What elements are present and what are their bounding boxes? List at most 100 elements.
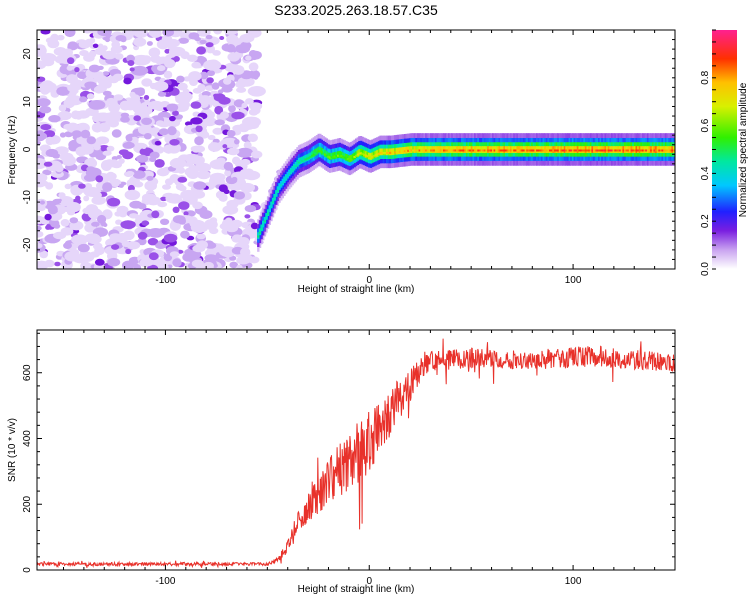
noise-blob [133, 45, 140, 51]
track-cell-4 [531, 149, 534, 152]
track-cell-3 [386, 148, 389, 156]
track-cell-4 [345, 157, 348, 160]
track-cell-4 [353, 155, 356, 158]
track-cell-4 [511, 149, 514, 152]
track-cell-3 [355, 151, 358, 159]
noise-blob [67, 209, 75, 216]
snr-x-ticks: -100 0 100 [62, 330, 676, 587]
track-cell-4 [312, 153, 315, 156]
noise-blob [164, 58, 176, 69]
noise-blob [83, 195, 90, 202]
colorbar-tick-label: 0.8 [700, 70, 711, 84]
noise-blob [108, 102, 120, 113]
track-cell-4 [591, 149, 594, 152]
track-cell-4 [496, 149, 500, 152]
y-tick-label: 0 [22, 146, 33, 152]
noise-blob [212, 127, 223, 135]
noise-blob [175, 183, 185, 191]
noise-blob [147, 100, 164, 110]
noise-blob [40, 219, 50, 225]
track-cell-4 [441, 149, 444, 152]
snr-frame [36, 329, 676, 571]
track-cell-3 [262, 220, 265, 228]
noise-blob [67, 57, 75, 65]
track-cell-3 [302, 155, 306, 163]
noise-blob [63, 98, 75, 109]
track-cell-3 [268, 205, 271, 213]
noise-blob [214, 105, 224, 115]
noise-blob [192, 155, 205, 166]
noise-blob [169, 115, 176, 122]
track-cell-4 [650, 149, 653, 152]
noise-blob [88, 100, 106, 110]
track-cell-4 [348, 158, 351, 161]
noise-blob [56, 34, 65, 41]
noise-blob [37, 243, 43, 249]
track-cell-4 [320, 151, 324, 154]
noise-blob [240, 247, 251, 258]
noise-blob [64, 183, 72, 190]
noise-blob [61, 155, 76, 167]
track-cell-4 [384, 151, 387, 154]
noise-blob [107, 257, 121, 267]
noise-blob [80, 129, 91, 139]
track-cell-4 [472, 149, 475, 152]
noise-blob [141, 78, 153, 87]
track-cell-4 [488, 149, 492, 152]
noise-blob [160, 196, 168, 202]
track-cell-4 [609, 149, 612, 152]
noise-blob [122, 141, 135, 149]
track-cell-4 [659, 149, 663, 152]
noise-blob [162, 184, 171, 190]
noise-blob [71, 130, 83, 138]
track-cell-4 [444, 149, 448, 152]
track-cell-4 [624, 149, 627, 152]
noise-blob [130, 30, 139, 36]
track-cell-4 [575, 149, 578, 152]
track-cell-4 [477, 149, 480, 152]
noise-blob [107, 197, 121, 207]
noise-blob [213, 93, 219, 98]
noise-blob [250, 222, 259, 230]
track-cell-4 [645, 149, 648, 152]
noise-blob [198, 95, 211, 103]
track-cell-4 [584, 149, 588, 152]
noise-blob [75, 146, 87, 157]
noise-blob [218, 96, 231, 105]
track-cell-4 [594, 149, 598, 152]
track-cell-4 [299, 160, 302, 163]
noise-blob [175, 195, 182, 201]
track-cell-4 [434, 149, 438, 152]
x-tick-label: 100 [565, 275, 582, 286]
track-cell-3 [374, 150, 377, 158]
track-cell-3 [381, 148, 384, 156]
noise-blob [102, 182, 113, 193]
track-cell-3 [389, 148, 392, 156]
noise-blob [240, 182, 255, 193]
noise-blob [251, 150, 263, 159]
track-cell-4 [268, 208, 271, 211]
noise-blob [54, 165, 64, 173]
track-cell-3 [299, 157, 302, 164]
track-cell-3 [364, 151, 368, 158]
track-cell-4 [562, 149, 565, 152]
noise-blob [186, 54, 198, 62]
track-cell-3 [382, 148, 386, 156]
noise-blob [155, 120, 165, 127]
noise-blob [37, 173, 48, 183]
track-cell-4 [568, 149, 571, 152]
track-cell-4 [573, 149, 576, 152]
noise-blob [169, 157, 187, 169]
noise-blob [84, 233, 101, 244]
track-cell-4 [280, 184, 283, 187]
track-cell-4 [607, 149, 611, 152]
track-cell-4 [524, 149, 527, 152]
track-cell-4 [302, 159, 306, 162]
y-tick-label: 200 [22, 495, 33, 512]
track-cell-3 [322, 149, 325, 156]
track-cell-4 [297, 161, 301, 164]
track-cell-3 [294, 161, 297, 169]
noise-blob [132, 170, 146, 179]
noise-blob [40, 124, 52, 131]
track-cell-4 [446, 149, 449, 152]
